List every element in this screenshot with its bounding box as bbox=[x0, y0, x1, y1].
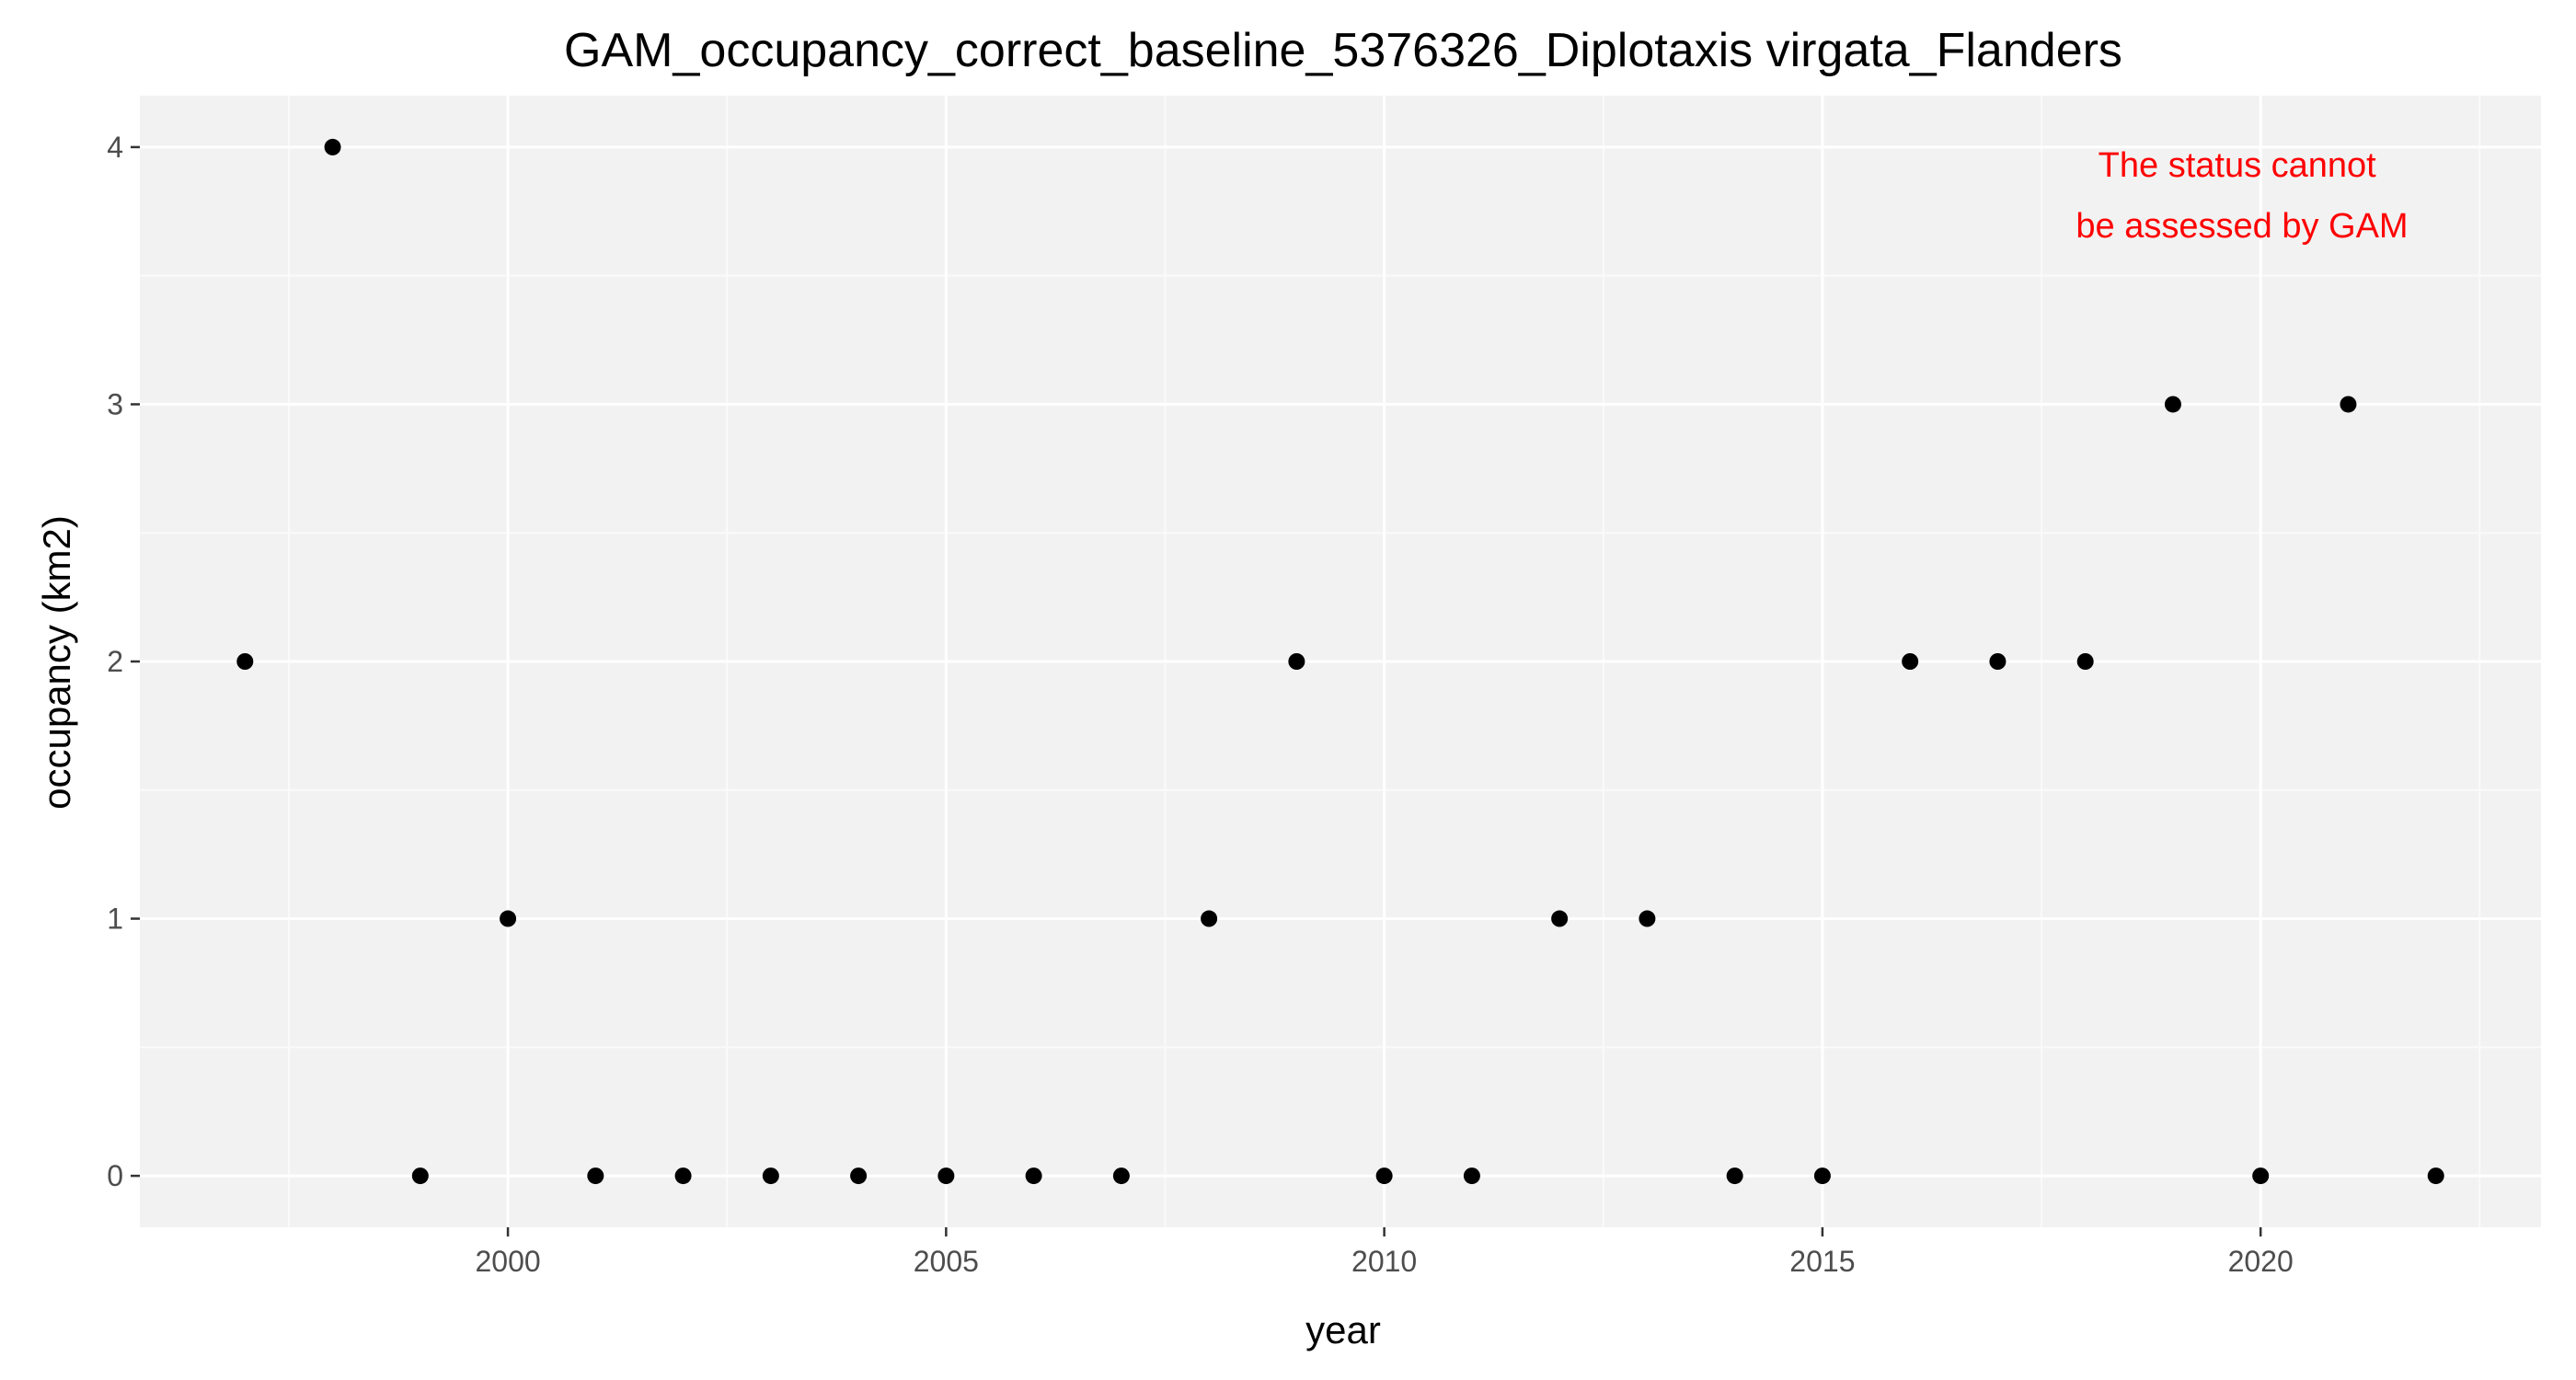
data-point bbox=[236, 653, 254, 670]
x-axis-title: year bbox=[1305, 1308, 1381, 1351]
y-tick-label: 2 bbox=[107, 645, 123, 678]
major-gridlines bbox=[140, 96, 2541, 1227]
data-point bbox=[1112, 1167, 1130, 1185]
data-point bbox=[762, 1167, 779, 1185]
data-point bbox=[2340, 396, 2357, 413]
data-point bbox=[411, 1167, 429, 1185]
data-point bbox=[1989, 653, 2007, 670]
y-tick-label: 3 bbox=[107, 387, 123, 420]
x-axis: 2000 2005 2010 2015 2020 bbox=[475, 1227, 2294, 1278]
y-tick-label: 4 bbox=[107, 131, 123, 164]
data-point bbox=[1902, 653, 1919, 670]
x-tick-label: 2005 bbox=[914, 1245, 979, 1278]
data-point bbox=[500, 910, 517, 927]
data-point bbox=[1551, 910, 1569, 927]
data-point bbox=[937, 1167, 955, 1185]
data-point bbox=[2427, 1167, 2444, 1185]
data-point bbox=[1025, 1167, 1042, 1185]
y-tick-label: 1 bbox=[107, 903, 123, 936]
annotation-line-1: The status cannot bbox=[2099, 146, 2377, 185]
x-tick-label: 2020 bbox=[2228, 1245, 2294, 1278]
annotation-text: The status cannot be assessed by GAM bbox=[2076, 146, 2408, 246]
data-point bbox=[1201, 910, 1218, 927]
data-points bbox=[236, 138, 2444, 1185]
data-point bbox=[587, 1167, 604, 1185]
y-axis-title: occupancy (km2) bbox=[35, 515, 78, 810]
data-point bbox=[850, 1167, 868, 1185]
chart-title: GAM_occupancy_correct_baseline_5376326_D… bbox=[564, 24, 2122, 77]
data-point bbox=[1813, 1167, 1831, 1185]
data-point bbox=[2164, 396, 2181, 413]
x-tick-label: 2010 bbox=[1351, 1245, 1417, 1278]
data-point bbox=[1288, 653, 1305, 670]
data-point bbox=[2076, 653, 2094, 670]
annotation-line-2: be assessed by GAM bbox=[2076, 207, 2408, 246]
data-point bbox=[1463, 1167, 1480, 1185]
y-axis: 0 1 2 3 4 bbox=[107, 131, 140, 1192]
data-point bbox=[2252, 1167, 2270, 1185]
data-point bbox=[674, 1167, 692, 1185]
data-point bbox=[1639, 910, 1656, 927]
data-point bbox=[324, 138, 341, 155]
data-point bbox=[1726, 1167, 1743, 1185]
data-point bbox=[1375, 1167, 1393, 1185]
x-tick-label: 2000 bbox=[475, 1245, 540, 1278]
x-tick-label: 2015 bbox=[1789, 1245, 1855, 1278]
y-tick-label: 0 bbox=[107, 1159, 123, 1192]
